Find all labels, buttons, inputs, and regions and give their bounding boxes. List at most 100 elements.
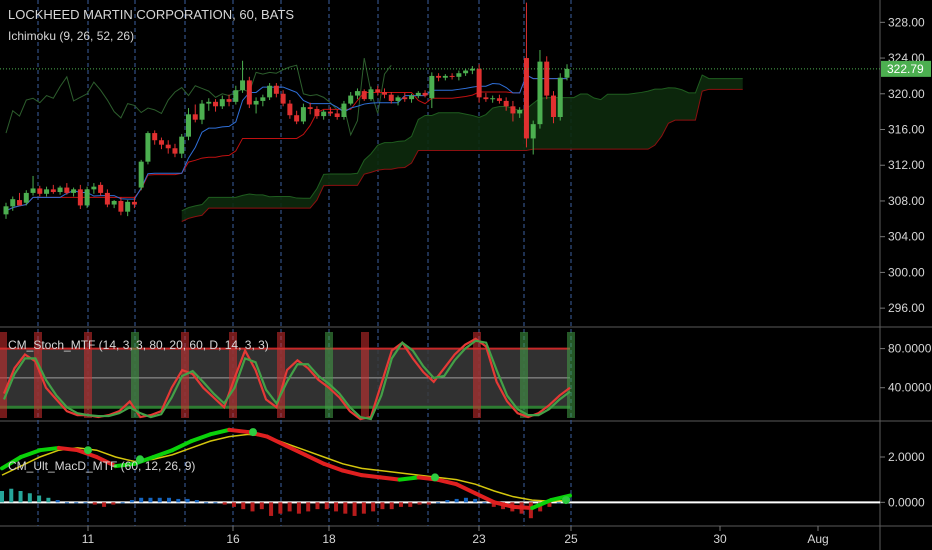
macd-cross-dot — [84, 446, 92, 455]
macd-histogram-bar — [37, 495, 42, 503]
candle-body — [327, 111, 333, 114]
candle-body — [307, 107, 313, 109]
candle-body — [172, 148, 178, 154]
macd-line — [284, 443, 307, 457]
macd-histogram-bar — [547, 502, 552, 507]
macd-line — [359, 473, 383, 480]
candle-body — [165, 144, 171, 149]
y-tick-label: 2.0000 — [888, 450, 925, 464]
macd-histogram-bar — [306, 502, 311, 512]
stoch-signal-bar — [84, 332, 92, 418]
stoch-signal-bar — [567, 332, 575, 418]
stoch-line — [2, 339, 571, 421]
macd-histogram-bar — [436, 502, 441, 504]
macd-histogram-bar — [204, 502, 209, 504]
candle-body — [158, 140, 164, 145]
candle-body — [226, 99, 232, 102]
macd-histogram-bar — [426, 502, 431, 505]
candle-body — [10, 199, 16, 207]
candle-body — [145, 133, 151, 162]
macd-histogram-bar — [167, 497, 172, 503]
macd-histogram-bar — [445, 500, 450, 503]
x-tick-label: Aug — [807, 532, 828, 546]
candle-body — [206, 101, 212, 104]
macd-histogram-bar — [343, 502, 348, 514]
candle-body — [388, 94, 394, 101]
macd-histogram-bar — [473, 498, 478, 503]
macd-line — [132, 455, 156, 466]
candle-body — [415, 92, 421, 96]
candle-body — [64, 187, 70, 193]
y-tick-label: 304.00 — [888, 230, 925, 244]
senkou-span-a — [181, 74, 743, 212]
tenkan-sen — [5, 74, 567, 212]
ichimoku-label: Ichimoku (9, 26, 52, 26) — [8, 29, 135, 43]
macd-histogram-bar — [334, 502, 339, 512]
macd-histogram-bar — [157, 497, 162, 503]
macd-line — [18, 448, 42, 459]
candle-body — [253, 100, 259, 105]
macd-line — [473, 491, 497, 505]
candle-body — [517, 109, 523, 114]
stoch-signal-bar — [229, 332, 237, 418]
candle-body — [233, 90, 239, 102]
candle-body — [490, 98, 496, 100]
macd-histogram-bar — [46, 497, 51, 503]
candle-body — [354, 91, 360, 96]
y-tick-label: 312.00 — [888, 158, 925, 172]
macd-line — [37, 445, 61, 453]
candle-body — [456, 73, 462, 77]
stoch-label: CM_Stoch_MTF (14, 3, 3, 80, 20, 60, D, 1… — [8, 338, 269, 352]
x-tick-label: 23 — [472, 532, 486, 546]
ichimoku-cloud — [181, 75, 743, 222]
x-tick-label: 30 — [713, 532, 727, 546]
price-badge — [881, 60, 931, 77]
candle-body — [192, 114, 198, 120]
x-tick-label: 16 — [226, 532, 240, 546]
candle-body — [361, 91, 367, 100]
macd-histogram-bar — [27, 493, 32, 503]
y-tick-label: 300.00 — [888, 265, 925, 279]
macd-line — [454, 482, 478, 496]
macd-line — [265, 434, 288, 448]
macd-line — [208, 427, 232, 437]
candle-body — [179, 136, 185, 154]
stoch-signal-bar — [473, 332, 481, 418]
candle-body — [429, 75, 435, 99]
candle-body — [476, 68, 482, 98]
macd-histogram-bar — [111, 502, 116, 505]
macd-cross-dot — [136, 455, 144, 464]
candle-body — [483, 97, 489, 100]
macd-histogram-bar — [538, 502, 543, 512]
candle-body — [273, 85, 279, 94]
candle-body — [23, 192, 29, 203]
macd-histogram-bar — [185, 498, 190, 503]
candle-body — [341, 103, 347, 118]
y-tick-label: 328.00 — [888, 15, 925, 29]
y-tick-label: 80.0000 — [888, 342, 932, 356]
chikou-span — [5, 57, 392, 137]
macd-line — [378, 475, 402, 482]
stoch-signal-bar — [361, 332, 369, 418]
stoch-signal-bar — [520, 332, 528, 418]
macd-histogram-bar — [491, 502, 496, 507]
candle-body — [442, 75, 448, 78]
macd-histogram-bar — [361, 502, 366, 514]
candle-body — [564, 68, 570, 78]
macd-cross-dot — [249, 428, 257, 437]
candle-body — [71, 189, 77, 193]
macd-histogram-bar — [454, 498, 459, 503]
candle-body — [30, 188, 36, 193]
y-tick-label: 316.00 — [888, 123, 925, 137]
candle-body — [449, 75, 455, 77]
candle-body — [57, 187, 63, 193]
candle-body — [503, 100, 509, 107]
macd-histogram-bar — [380, 502, 385, 510]
macd-line — [397, 475, 421, 482]
macd-histogram-bar — [269, 502, 274, 516]
macd-histogram-bar — [287, 502, 292, 512]
candle-body — [280, 93, 286, 104]
macd-histogram-bar — [176, 498, 181, 503]
candle-body — [50, 189, 56, 193]
